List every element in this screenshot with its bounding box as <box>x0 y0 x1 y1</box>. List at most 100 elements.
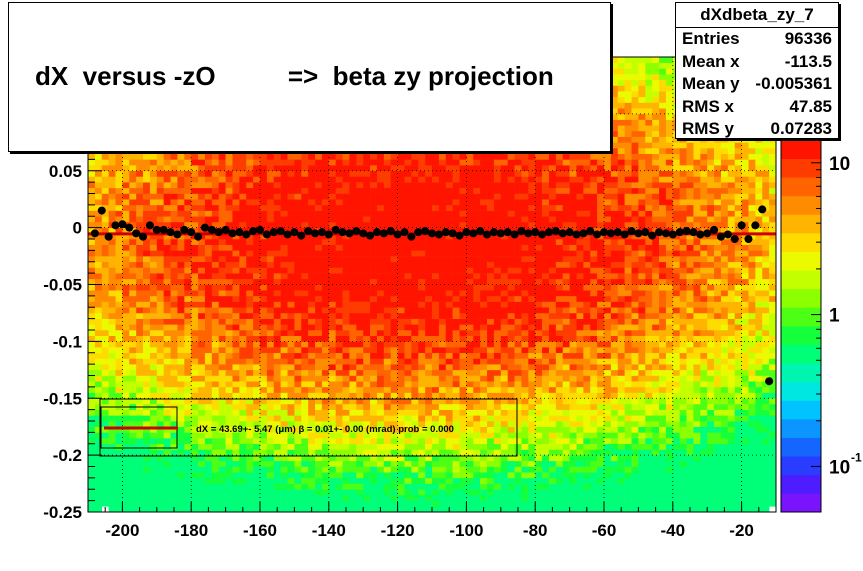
heatmap-cell <box>115 477 123 484</box>
heatmap-cell <box>335 443 343 450</box>
heatmap-cell <box>156 415 164 422</box>
heatmap-cell <box>177 415 185 422</box>
heatmap-cell <box>432 216 440 223</box>
heatmap-cell <box>308 221 316 228</box>
heatmap-cell <box>239 426 247 433</box>
heatmap-cell <box>266 494 275 501</box>
heatmap-cell <box>507 466 515 473</box>
heatmap-cell <box>239 364 247 371</box>
heatmap-cell <box>397 267 405 274</box>
heatmap-cell <box>349 153 357 160</box>
heatmap-cell <box>466 352 474 359</box>
heatmap-cell <box>94 438 103 445</box>
heatmap-cell <box>315 432 323 439</box>
heatmap-cell <box>445 409 453 416</box>
heatmap-cell <box>218 415 226 422</box>
heatmap-cell <box>163 221 171 228</box>
heatmap-cell <box>184 318 192 325</box>
heatmap-cell <box>473 233 481 240</box>
heatmap-cell <box>514 341 522 348</box>
heatmap-cell <box>115 312 123 319</box>
heatmap-cell <box>149 290 158 297</box>
heatmap-cell <box>122 335 130 342</box>
heatmap-cell <box>136 324 144 331</box>
heatmap-cell <box>321 477 330 484</box>
heatmap-cell <box>129 324 137 331</box>
heatmap-cell <box>404 449 412 456</box>
heatmap-cell <box>94 176 103 183</box>
heatmap-cell <box>466 204 474 211</box>
heatmap-cell <box>122 415 130 422</box>
heatmap-cell <box>404 267 412 274</box>
heatmap-cell <box>287 409 295 416</box>
heatmap-cell <box>101 267 109 274</box>
heatmap-cell <box>246 330 254 336</box>
heatmap-cell <box>328 176 336 183</box>
heatmap-cell <box>473 415 481 422</box>
heatmap-cell <box>473 278 481 285</box>
heatmap-cell <box>493 472 502 479</box>
heatmap-cell <box>432 330 440 336</box>
heatmap-cell <box>101 500 109 507</box>
heatmap-cell <box>280 193 288 200</box>
heatmap-cell <box>356 210 364 217</box>
heatmap-cell <box>507 364 515 371</box>
heatmap-cell <box>404 364 412 371</box>
heatmap-cell <box>143 290 151 297</box>
heatmap-cell <box>452 307 460 314</box>
heatmap-cell <box>383 421 392 427</box>
heatmap-cell <box>280 244 288 251</box>
heatmap-cell <box>266 369 275 376</box>
heatmap-cell <box>425 165 433 172</box>
heatmap-cell <box>170 455 178 462</box>
heatmap-cell <box>301 301 309 308</box>
heatmap-cell <box>356 341 364 348</box>
heatmap-cell <box>452 432 460 439</box>
heatmap-cell <box>239 330 247 336</box>
heatmap-cell <box>487 301 495 308</box>
heatmap-cell <box>363 165 371 172</box>
heatmap-cell <box>260 170 268 177</box>
heatmap-cell <box>315 153 323 160</box>
heatmap-cell <box>473 403 481 410</box>
heatmap-cell <box>294 341 302 348</box>
heatmap-cell <box>335 278 343 285</box>
heatmap-cell <box>88 278 96 285</box>
heatmap-cell <box>432 176 440 183</box>
heatmap-cell <box>253 159 261 166</box>
heatmap-cell <box>445 455 453 462</box>
heatmap-cell <box>143 489 151 496</box>
heatmap-cell <box>225 381 233 388</box>
heatmap-cell <box>500 506 508 513</box>
heatmap-cell <box>184 443 192 450</box>
heatmap-cell <box>273 364 281 371</box>
heatmap-cell <box>335 375 343 382</box>
heatmap-cell <box>411 472 419 479</box>
heatmap-cell <box>418 398 426 405</box>
heatmap-cell <box>349 409 357 416</box>
heatmap-cell <box>198 153 206 160</box>
heatmap-cell <box>88 500 96 507</box>
heatmap-cell <box>260 432 268 439</box>
heatmap-cell <box>459 415 467 422</box>
heatmap-cell <box>101 347 109 354</box>
heatmap-cell <box>459 307 467 314</box>
heatmap-cell <box>273 284 281 291</box>
heatmap-cell <box>452 341 460 348</box>
heatmap-cell <box>129 466 137 473</box>
heatmap-cell <box>308 250 316 257</box>
heatmap-cell <box>438 307 447 314</box>
heatmap-cell <box>122 460 130 467</box>
heatmap-cell <box>438 438 447 445</box>
heatmap-cell <box>260 506 268 513</box>
heatmap-cell <box>308 341 316 348</box>
heatmap-cell <box>253 506 261 513</box>
heatmap-cell <box>445 221 453 228</box>
heatmap-cell <box>280 330 288 336</box>
heatmap-cell <box>383 210 392 217</box>
heatmap-cell <box>397 170 405 177</box>
heatmap-cell <box>473 324 481 331</box>
heatmap-cell <box>335 421 343 427</box>
heatmap-cell <box>356 204 364 211</box>
heatmap-cell <box>287 284 295 291</box>
